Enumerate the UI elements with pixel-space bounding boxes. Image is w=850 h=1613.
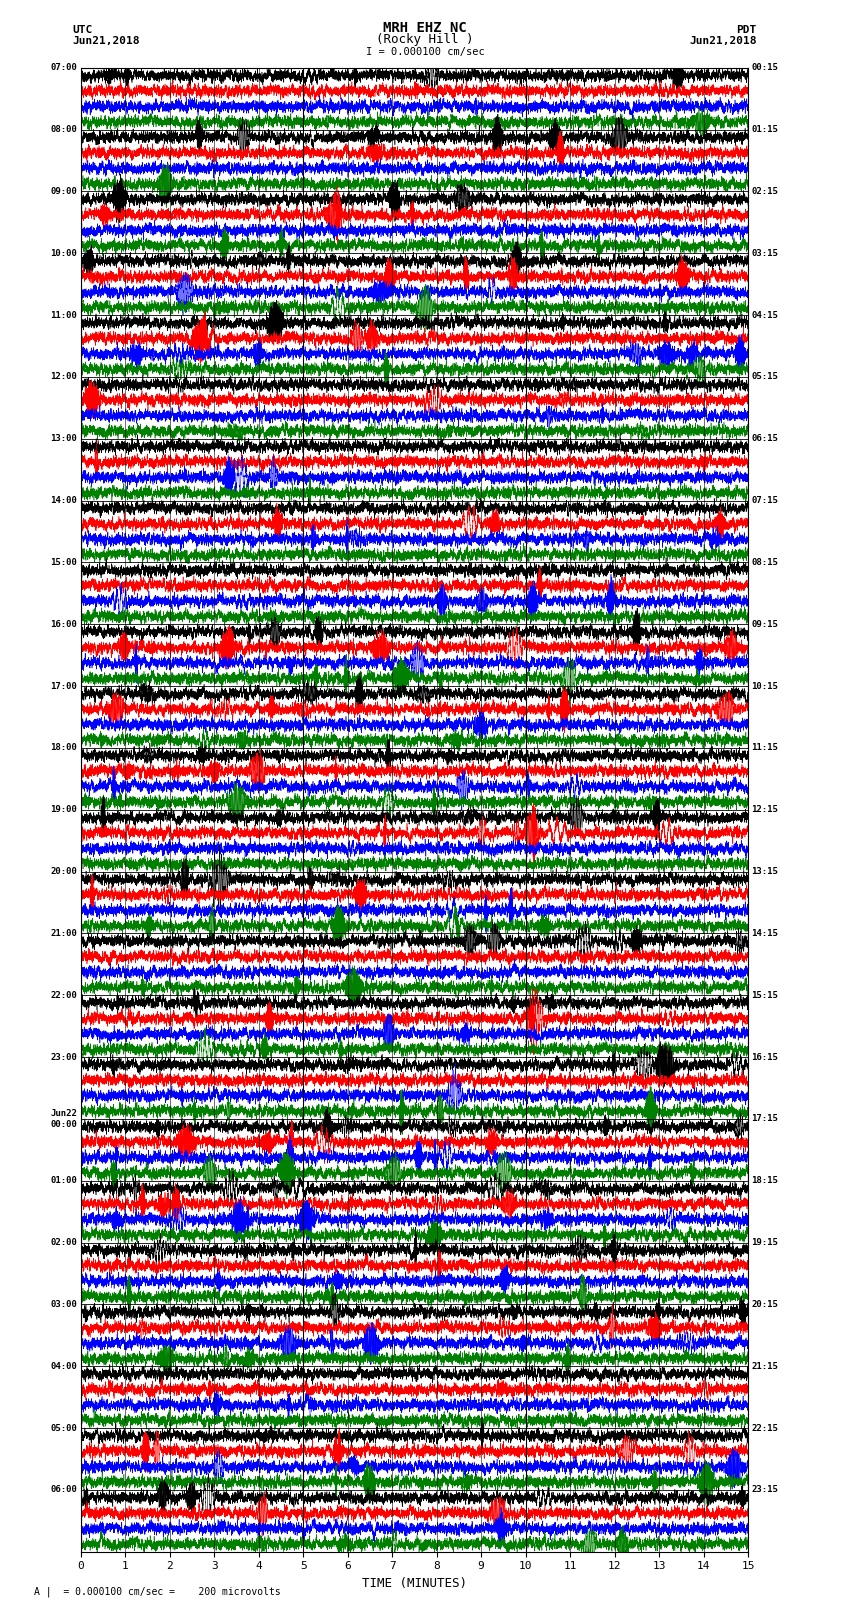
Text: 02:15: 02:15 xyxy=(751,187,779,195)
Text: 08:00: 08:00 xyxy=(50,126,77,134)
Text: 12:15: 12:15 xyxy=(751,805,779,815)
Text: I = 0.000100 cm/sec: I = 0.000100 cm/sec xyxy=(366,47,484,58)
Text: PDT: PDT xyxy=(736,24,756,35)
Text: 13:15: 13:15 xyxy=(751,868,779,876)
Text: 11:15: 11:15 xyxy=(751,744,779,752)
Text: 03:00: 03:00 xyxy=(50,1300,77,1308)
Text: 15:00: 15:00 xyxy=(50,558,77,566)
Text: 09:15: 09:15 xyxy=(751,619,779,629)
Text: 17:15: 17:15 xyxy=(751,1115,779,1123)
Text: 17:00: 17:00 xyxy=(50,682,77,690)
Text: 23:15: 23:15 xyxy=(751,1486,779,1494)
Text: 05:15: 05:15 xyxy=(751,373,779,381)
Text: 01:00: 01:00 xyxy=(50,1176,77,1186)
Text: 01:15: 01:15 xyxy=(751,126,779,134)
Text: MRH EHZ NC: MRH EHZ NC xyxy=(383,21,467,35)
Text: 06:00: 06:00 xyxy=(50,1486,77,1494)
Text: 03:15: 03:15 xyxy=(751,248,779,258)
Text: 09:00: 09:00 xyxy=(50,187,77,195)
Text: 07:00: 07:00 xyxy=(50,63,77,73)
Text: 16:15: 16:15 xyxy=(751,1053,779,1061)
X-axis label: TIME (MINUTES): TIME (MINUTES) xyxy=(362,1578,467,1590)
Text: 19:00: 19:00 xyxy=(50,805,77,815)
Text: 20:15: 20:15 xyxy=(751,1300,779,1308)
Text: 22:15: 22:15 xyxy=(751,1424,779,1432)
Text: 16:00: 16:00 xyxy=(50,619,77,629)
Text: Jun22
00:00: Jun22 00:00 xyxy=(50,1110,77,1129)
Text: 14:15: 14:15 xyxy=(751,929,779,937)
Text: 19:15: 19:15 xyxy=(751,1239,779,1247)
Text: 11:00: 11:00 xyxy=(50,311,77,319)
Text: 10:15: 10:15 xyxy=(751,682,779,690)
Text: 00:15: 00:15 xyxy=(751,63,779,73)
Text: 18:00: 18:00 xyxy=(50,744,77,752)
Text: 21:15: 21:15 xyxy=(751,1361,779,1371)
Text: 22:00: 22:00 xyxy=(50,990,77,1000)
Text: Jun21,2018: Jun21,2018 xyxy=(689,35,756,45)
Text: 18:15: 18:15 xyxy=(751,1176,779,1186)
Text: 04:15: 04:15 xyxy=(751,311,779,319)
Text: A |  = 0.000100 cm/sec =    200 microvolts: A | = 0.000100 cm/sec = 200 microvolts xyxy=(34,1586,280,1597)
Text: 13:00: 13:00 xyxy=(50,434,77,444)
Text: 05:00: 05:00 xyxy=(50,1424,77,1432)
Text: 04:00: 04:00 xyxy=(50,1361,77,1371)
Text: 21:00: 21:00 xyxy=(50,929,77,937)
Text: 06:15: 06:15 xyxy=(751,434,779,444)
Text: 02:00: 02:00 xyxy=(50,1239,77,1247)
Text: 07:15: 07:15 xyxy=(751,497,779,505)
Text: 08:15: 08:15 xyxy=(751,558,779,566)
Text: 12:00: 12:00 xyxy=(50,373,77,381)
Text: 10:00: 10:00 xyxy=(50,248,77,258)
Text: 14:00: 14:00 xyxy=(50,497,77,505)
Text: (Rocky Hill ): (Rocky Hill ) xyxy=(377,32,473,45)
Text: 20:00: 20:00 xyxy=(50,868,77,876)
Text: Jun21,2018: Jun21,2018 xyxy=(72,35,139,45)
Text: 23:00: 23:00 xyxy=(50,1053,77,1061)
Text: UTC: UTC xyxy=(72,24,93,35)
Text: 15:15: 15:15 xyxy=(751,990,779,1000)
